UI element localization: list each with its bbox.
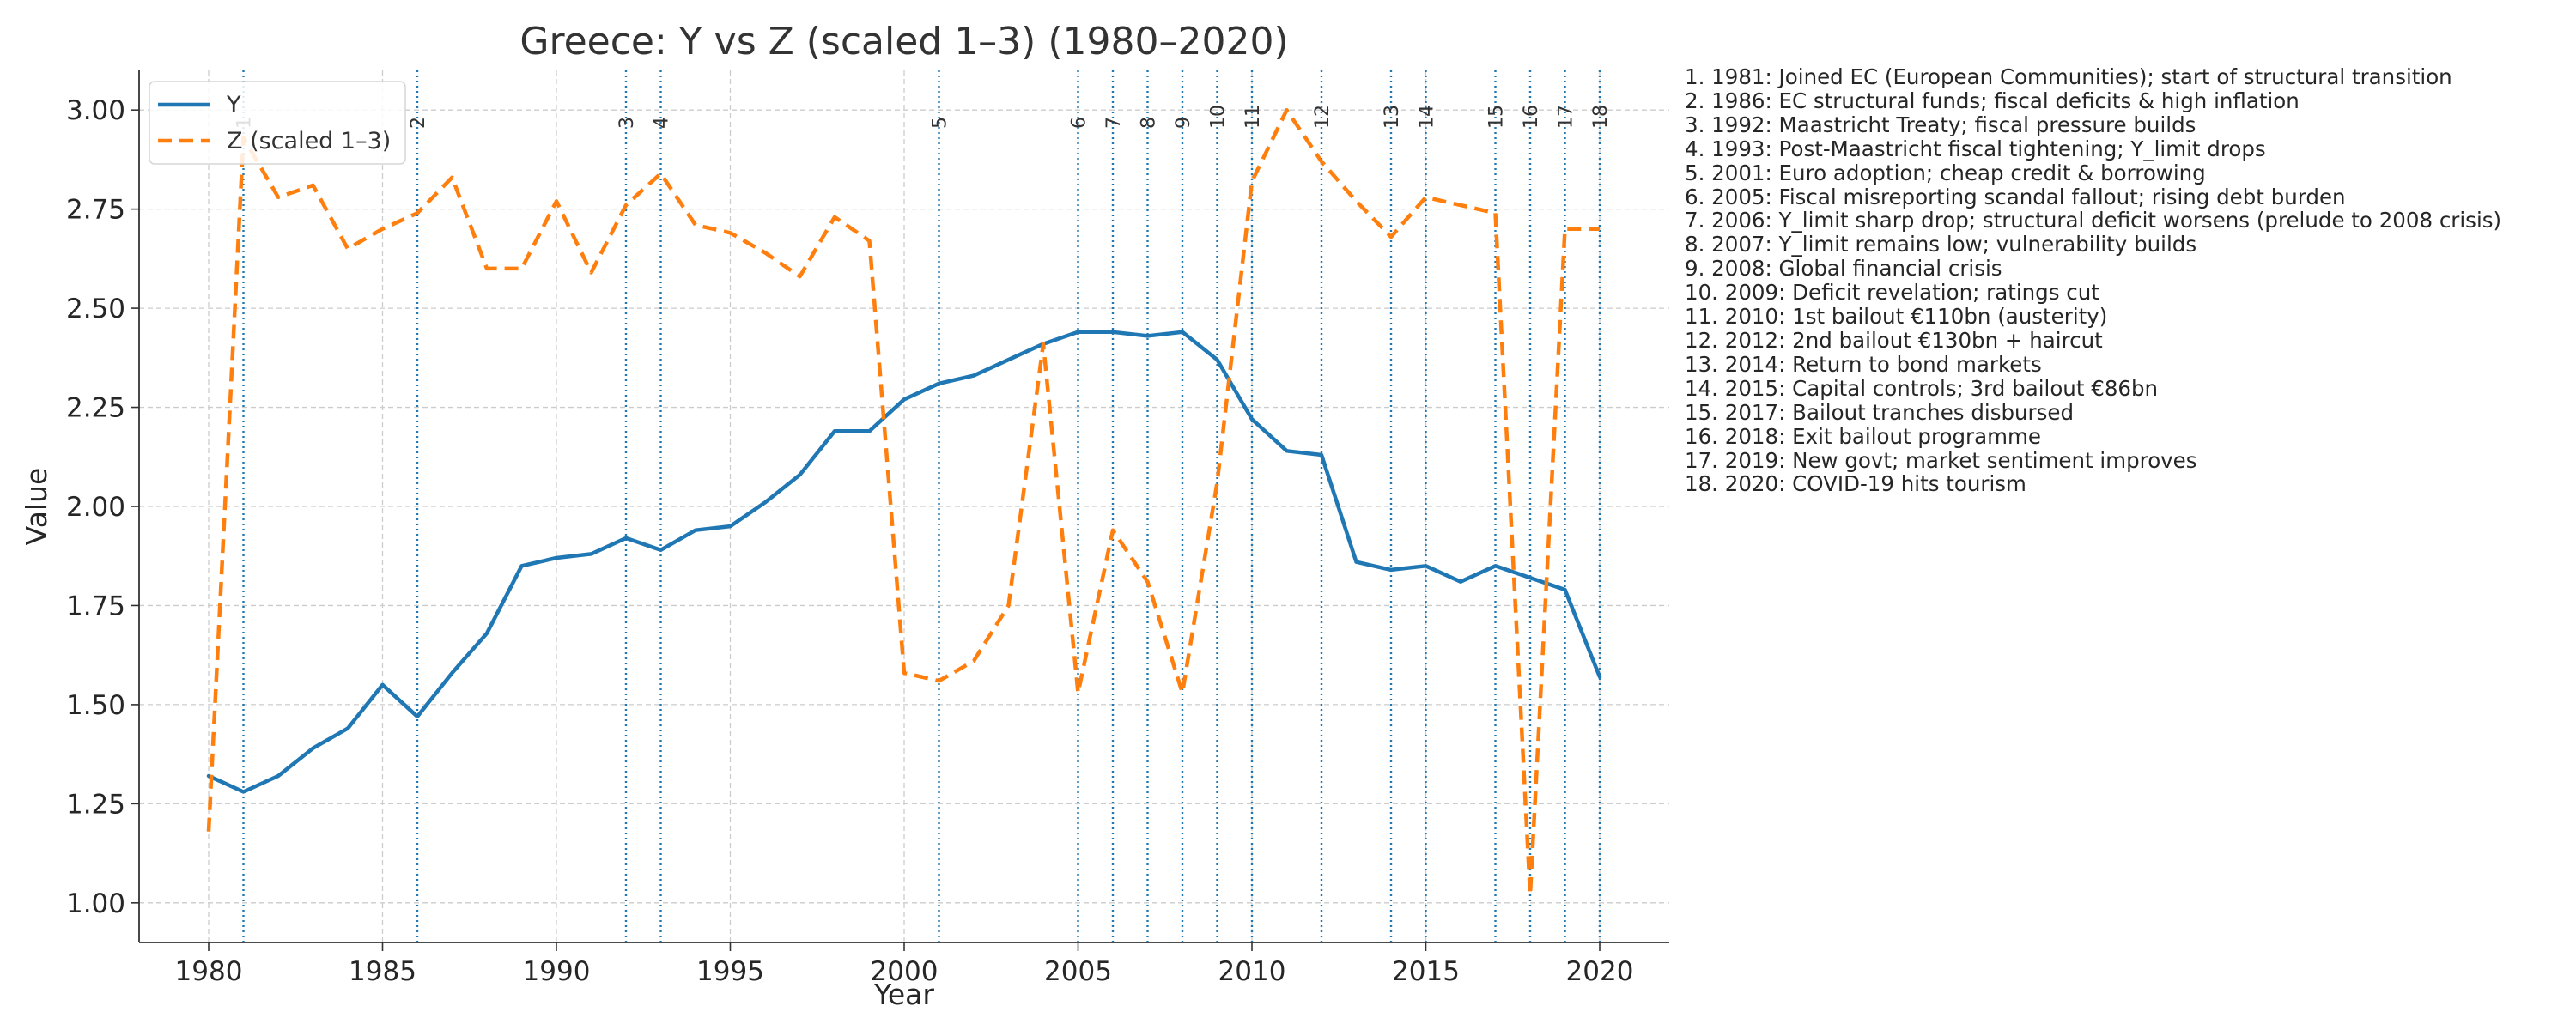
x-tick-label: 1990 [523,956,591,987]
axes: 1980 1985 1990 1995 2000 2005 2010 2015 2020 1.00… [66,70,1669,987]
event-number: 8 [1139,117,1160,129]
event-number: 10 [1208,105,1230,129]
event-number: 3 [617,117,638,129]
event-note: 12. 2012: 2nd bailout €130bn + haircut [1685,327,2103,353]
event-note: 1. 1981: Joined EC (European Communities… [1685,64,2452,89]
legend-label: Z (scaled 1–3) [227,128,391,154]
event-number: 6 [1069,117,1091,129]
event-note: 9. 2008: Global financial crisis [1685,256,2002,282]
y-tick-label: 3.00 [66,95,125,126]
legend-box [149,81,406,165]
y-tick-label: 2.00 [66,492,125,523]
x-axis-label: Year [873,978,934,1011]
x-tick-label: 1980 [175,956,243,987]
chart-title: Greece: Y vs Z (scaled 1–3) (1980–2020) [519,20,1288,64]
y-tick-label: 1.50 [66,690,125,721]
event-number: 7 [1103,117,1125,129]
event-number: 2 [408,117,429,129]
event-number: 13 [1382,105,1403,129]
legend: Y Z (scaled 1–3) [149,81,406,165]
x-tick-label: 2010 [1218,956,1286,987]
legend-label: Y [226,92,241,118]
event-note: 3. 1992: Maastricht Treaty; fiscal press… [1685,112,2196,137]
event-note: 7. 2006: Y_limit sharp drop; structural … [1685,208,2502,233]
event-note: 13. 2014: Return to bond markets [1685,351,2042,377]
event-note: 16. 2018: Exit bailout programme [1685,423,2041,449]
event-note: 5. 2001: Euro adoption; cheap credit & b… [1685,160,2206,185]
y-tick-label: 2.25 [66,393,125,424]
y-tick-label: 2.75 [66,195,125,226]
event-note: 8. 2007: Y_limit remains low; vulnerabil… [1685,232,2197,258]
y-tick-label: 1.25 [66,789,125,820]
x-tick-label: 1995 [696,956,764,987]
event-notes: 1. 1981: Joined EC (European Communities… [1685,65,2501,496]
series-line [206,330,1602,794]
x-tick-label: 2015 [1392,956,1460,987]
event-number: 9 [1173,117,1194,129]
event-note: 11. 2010: 1st bailout €110bn (austerity) [1685,304,2108,330]
event-number: 12 [1312,105,1334,129]
event-number: 4 [652,117,673,129]
x-tick-label: 1985 [349,956,416,987]
y-tick-label: 1.75 [66,591,125,621]
event-note: 10. 2009: Deficit revelation; ratings cu… [1685,280,2099,306]
event-note: 17. 2019: New govt; market sentiment imp… [1685,447,2197,473]
y-tick-label: 1.00 [66,888,125,919]
event-note: 4. 1993: Post-Maastricht fiscal tighteni… [1685,136,2266,161]
event-note: 6. 2005: Fiscal misreporting scandal fal… [1685,184,2346,209]
event-note: 18. 2020: COVID-19 hits tourism [1685,471,2026,497]
event-note: 2. 1986: EC structural funds; fiscal def… [1685,88,2300,113]
series-line [206,107,1600,897]
event-number: 11 [1242,105,1264,129]
event-note: 15. 2017: Bailout tranches disbursed [1685,399,2074,425]
y-tick-label: 2.50 [66,294,125,324]
grid [139,70,1669,942]
event-number: 17 [1556,105,1577,129]
event-number: 18 [1590,105,1612,129]
x-tick-label: 2000 [871,956,939,987]
event-note: 14. 2015: Capital controls; 3rd bailout … [1685,375,2159,401]
event-number: 5 [930,117,951,129]
event-number: 14 [1417,105,1438,129]
event-number: 15 [1486,105,1508,129]
event-number: 16 [1521,105,1542,129]
series-lines [206,107,1602,897]
x-tick-label: 2005 [1044,956,1112,987]
event-lines: 123456789101112131415161718 [234,70,1612,942]
x-tick-label: 2020 [1566,956,1634,987]
y-axis-label: Value [20,468,53,546]
